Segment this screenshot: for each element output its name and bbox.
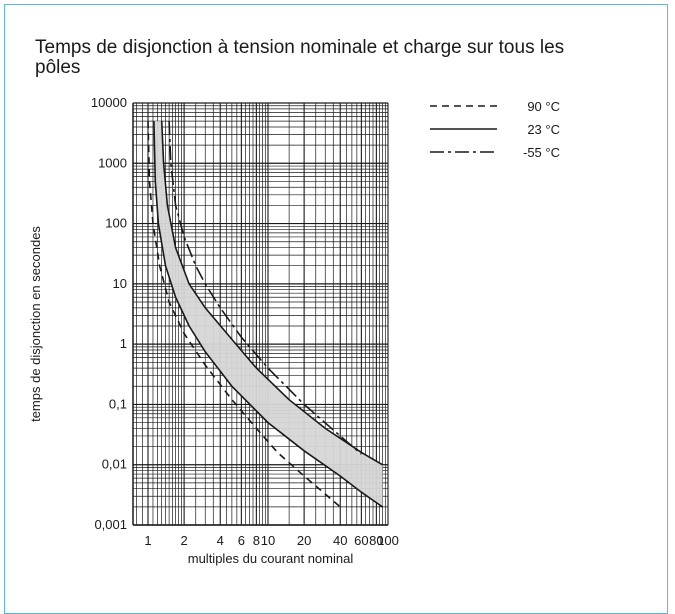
y-tick-label: 1: [120, 336, 127, 351]
y-axis-label: temps de disjonction en secondes: [28, 226, 43, 422]
band-23c: [153, 121, 383, 507]
band-layer: [153, 121, 383, 507]
legend-label-2: -55 °C: [523, 145, 560, 160]
series-line-1: [153, 121, 383, 508]
y-tick-label: 0,1: [109, 396, 127, 411]
y-tick-label: 10000: [91, 95, 127, 110]
y-tick-label: 0,001: [94, 517, 127, 532]
x-tick-label: 40: [333, 533, 347, 548]
x-tick-label: 6: [238, 533, 245, 548]
x-tick-label: 8: [253, 533, 260, 548]
x-tick-label: 1: [144, 533, 151, 548]
legend-label-0: 90 °C: [527, 99, 560, 114]
x-tick-label: 10: [261, 533, 275, 548]
axis-layer: [132, 103, 388, 526]
y-tick-label: 0,01: [102, 457, 127, 472]
series-line-3: [168, 121, 362, 455]
x-tick-label: 60: [354, 533, 368, 548]
x-tick-label: 100: [377, 533, 399, 548]
x-tick-label: 4: [217, 533, 224, 548]
x-tick-label: 20: [297, 533, 311, 548]
grid-lines: [133, 102, 389, 526]
series-layer: [147, 121, 383, 508]
y-tick-label: 1000: [98, 155, 127, 170]
legend: 90 °C 23 °C -55 °C: [430, 99, 560, 160]
series-line-2: [160, 121, 383, 466]
chart-title: Temps de disjonction à tension nominale …: [35, 37, 565, 78]
series-line-0: [147, 121, 341, 508]
legend-label-1: 23 °C: [527, 122, 560, 137]
y-tick-label: 100: [105, 216, 127, 231]
x-tick-label: 2: [181, 533, 188, 548]
y-tick-label: 10: [113, 276, 127, 291]
x-axis-label: multiples du courant nominal: [188, 551, 354, 566]
x-tick-label: 80: [369, 533, 383, 548]
